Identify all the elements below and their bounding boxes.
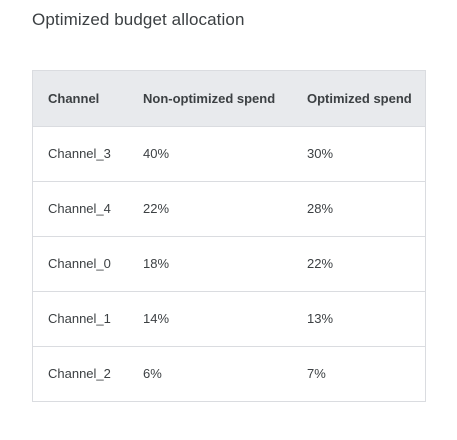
optimized-spend-cell: 30% [307, 146, 334, 161]
channel-cell: Channel_4 [48, 201, 111, 216]
budget-allocation-table: Channel Non-optimized spend Optimized sp… [32, 70, 426, 402]
optimized-spend-cell: 7% [307, 366, 326, 382]
column-header-channel: Channel [48, 90, 100, 106]
column-header-optimized-spend: Optimized spend [307, 90, 412, 106]
channel-cell: Channel_0 [48, 256, 111, 271]
column-header-non-optimized-spend: Non-optimized spend [143, 90, 276, 106]
page-title: Optimized budget allocation [32, 10, 245, 29]
table-header-row: Channel Non-optimized spend Optimized sp… [33, 71, 425, 126]
table-row: Channel_1 14% 13% [33, 291, 425, 346]
table-row: Channel_3 40% 30% [33, 126, 425, 181]
table-row: Channel_0 18% 22% [33, 236, 425, 291]
table-row: Channel_4 22% 28% [33, 181, 425, 236]
optimized-spend-cell: 22% [307, 256, 334, 271]
channel-cell: Channel_2 [48, 366, 111, 382]
channel-cell: Channel_1 [48, 311, 111, 326]
optimized-spend-cell: 13% [307, 311, 334, 326]
non-optimized-spend-cell: 22% [143, 201, 170, 216]
non-optimized-spend-cell: 40% [143, 146, 170, 161]
channel-cell: Channel_3 [48, 146, 111, 161]
non-optimized-spend-cell: 14% [143, 311, 170, 326]
non-optimized-spend-cell: 6% [143, 366, 162, 382]
optimized-spend-cell: 28% [307, 201, 334, 216]
non-optimized-spend-cell: 18% [143, 256, 170, 271]
table-row: Channel_2 6% 7% [33, 346, 425, 401]
